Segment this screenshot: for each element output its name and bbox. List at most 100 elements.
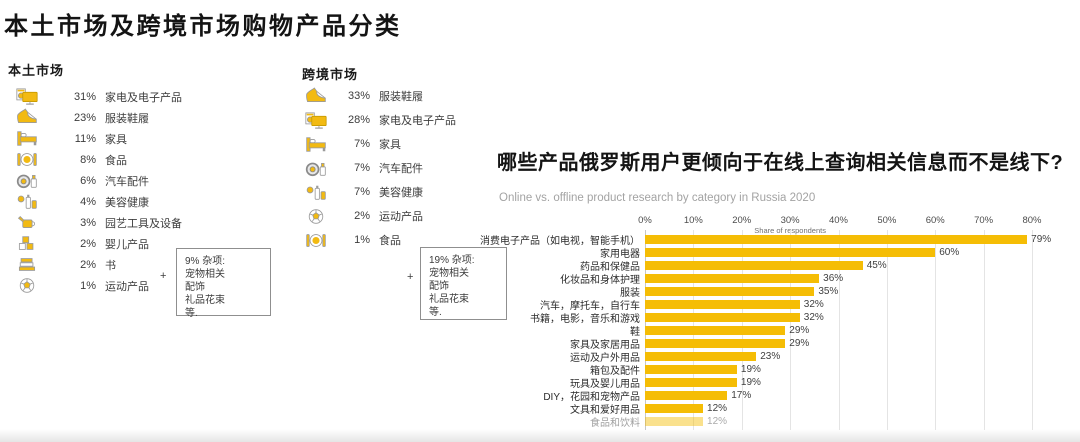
bar-category-label: 书籍，电影，音乐和游戏 — [530, 314, 640, 325]
item-label: 汽车配件 — [105, 175, 149, 188]
bar — [645, 235, 1028, 244]
item-percentage: 3% — [80, 216, 96, 229]
item-percentage: 8% — [80, 153, 96, 166]
market-item-row: 7% 家具 — [298, 132, 456, 156]
bar-label-cell: 运动及户外用品 — [497, 349, 645, 364]
bar-label-cell: 药品和保健品 — [497, 258, 645, 273]
misc-note-line: 宠物相关 — [185, 269, 225, 280]
misc-note-line: 19% 杂项: — [429, 255, 475, 266]
bar-label-cell: 消费电子产品（如电视，智能手机） — [480, 232, 645, 247]
bar-value-label: 17% — [731, 390, 752, 401]
item-percentage: 6% — [80, 174, 96, 187]
x-tick-label: 40% — [828, 215, 849, 226]
item-label: 美容健康 — [105, 196, 149, 209]
market-item-row: 28% 家电及电子产品 — [298, 108, 456, 132]
item-label: 服装鞋履 — [379, 91, 423, 103]
bar-row: 服装 35% — [497, 285, 1080, 299]
bar-label-cell: 书籍，电影，音乐和游戏 — [497, 310, 645, 325]
misc-note-line: 礼品花束 — [429, 294, 469, 305]
local-misc-note-box: 9% 杂项: 宠物相关 配饰 礼品花束 等. — [176, 248, 271, 319]
x-tick-label: 30% — [780, 215, 800, 226]
bar — [645, 378, 737, 387]
bar-value-label: 29% — [789, 338, 810, 349]
garden-icon — [10, 213, 44, 232]
market-item-row: 7% 汽车配件 — [298, 156, 456, 180]
footwear-icon — [10, 108, 44, 127]
bar — [645, 365, 737, 374]
x-tick-label: 0% — [638, 215, 652, 226]
furniture-icon — [298, 135, 334, 154]
bar-label-cell: 玩具及婴儿用品 — [497, 375, 645, 390]
bar-value-label: 32% — [803, 312, 824, 323]
item-percentage: 28% — [347, 114, 370, 126]
item-label: 运动产品 — [105, 280, 149, 293]
bar — [645, 391, 728, 400]
item-percentage: 2% — [80, 258, 96, 271]
bottom-fade — [0, 429, 1080, 442]
item-label: 书 — [105, 259, 116, 272]
x-tick-label: 20% — [732, 215, 752, 226]
market-item-row: 7% 美容健康 — [298, 180, 456, 204]
bar-category-label: 箱包及配件 — [590, 366, 640, 377]
market-item-row: 4% 美容健康 — [10, 191, 182, 212]
sports-icon — [10, 276, 44, 295]
item-percentage: 4% — [80, 195, 96, 208]
bar-category-label: 汽车，摩托车，自行车 — [540, 301, 640, 312]
misc-note-line: 配饰 — [185, 282, 205, 293]
market-item-row: 1% 运动产品 — [10, 275, 182, 296]
bar — [645, 287, 815, 296]
bar-category-label: 化妆品和身体护理 — [560, 275, 640, 286]
item-label: 园艺工具及设备 — [105, 217, 182, 230]
bar — [645, 313, 800, 322]
bar-value-label: 19% — [740, 377, 761, 388]
bar-chart-section: 哪些产品俄罗斯用户更倾向于在线上查询相关信息而不是线下? Online vs. … — [480, 146, 1080, 442]
item-percentage: 2% — [80, 237, 96, 250]
bar — [645, 300, 800, 309]
plus-sign: + — [160, 270, 167, 282]
item-label: 家具 — [379, 139, 401, 151]
bar-category-label: 食品和饮料 — [590, 418, 640, 429]
cross-misc-note-box: 19% 杂项: 宠物相关 配饰 礼品花束 等. — [420, 247, 507, 320]
x-tick-label: 10% — [683, 215, 703, 226]
item-label: 食品 — [379, 235, 401, 247]
bar-label-cell: 汽车，摩托车，自行车 — [497, 297, 645, 312]
market-item-row: 33% 服装鞋履 — [298, 84, 456, 108]
misc-note-line: 礼品花束 — [185, 295, 225, 306]
x-tick-label: 80% — [1022, 215, 1042, 226]
bar — [645, 274, 820, 283]
bar-category-label: 药品和保健品 — [580, 262, 640, 273]
page-title: 本土市场及跨境市场购物产品分类 — [4, 13, 402, 40]
item-label: 家具 — [105, 133, 127, 146]
chart-title: 哪些产品俄罗斯用户更倾向于在线上查询相关信息而不是线下? — [497, 152, 1064, 174]
footwear-icon — [298, 86, 334, 106]
bar-row: 文具和爱好用品 12% — [497, 402, 1080, 416]
bar-category-label: 消费电子产品（如电视，智能手机） — [480, 236, 640, 247]
bar — [645, 248, 936, 257]
item-label: 服装鞋履 — [105, 112, 149, 125]
item-percentage: 33% — [347, 90, 370, 102]
item-percentage: 23% — [73, 111, 96, 124]
beauty-icon — [10, 192, 44, 211]
market-item-row: 1% 食品 — [298, 228, 456, 252]
item-percentage: 7% — [354, 186, 370, 198]
bar-row: 书籍，电影，音乐和游戏 32% — [497, 310, 1080, 325]
item-label: 家电及电子产品 — [105, 91, 182, 104]
x-tick-label: 60% — [925, 215, 945, 226]
bar-value-label: 45% — [866, 260, 887, 271]
bar — [645, 404, 704, 413]
bar-row: 鞋 29% — [497, 323, 1080, 338]
bar-value-label: 36% — [823, 273, 844, 284]
cross-border-market-list: 33% 服装鞋履 28% 家电及电子产品 7% 家具 7% 汽车配件 7% 美容健康 2% 运动产品 1… — [298, 84, 456, 252]
misc-note-line: 等. — [185, 308, 198, 319]
item-label: 汽车配件 — [379, 163, 423, 175]
bar-value-label: 29% — [789, 325, 810, 336]
bar-value-label: 32% — [803, 299, 824, 310]
bar-value-label: 35% — [818, 286, 839, 297]
market-item-row: 31% 家电及电子产品 — [10, 86, 182, 107]
plus-sign: + — [407, 271, 414, 283]
bar-label-cell: 鞋 — [497, 323, 645, 338]
item-percentage: 1% — [80, 279, 96, 292]
bar-row: 汽车，摩托车，自行车 32% — [497, 297, 1080, 312]
bar-label-cell: 箱包及配件 — [497, 362, 645, 377]
bar — [645, 417, 704, 426]
